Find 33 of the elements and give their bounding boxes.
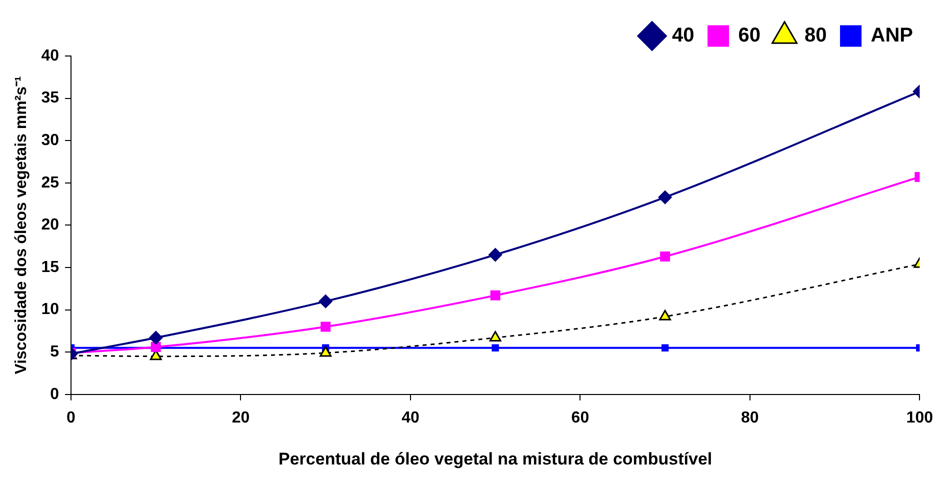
point [318,294,332,308]
point [149,330,163,344]
point [488,248,502,262]
y-tick-label: 25 [41,174,60,192]
x-tick-label: 20 [232,409,250,426]
point [660,252,670,262]
legend-label: 60 [738,24,761,47]
legend-label: 40 [672,24,694,47]
point [492,344,499,352]
y-tick-label: 0 [50,386,60,403]
x-tick-label: 60 [571,409,590,426]
y-tick-label: 40 [41,47,60,64]
x-tick-label: 40 [402,409,420,426]
point [320,346,332,357]
x-axis-title: Percentual de óleo vegetal na mistura de combustível [278,449,712,468]
legend-label: 80 [804,24,827,47]
y-tick-label: 10 [41,301,60,318]
y-tick-label: 15 [41,258,60,276]
y-tick-label: 20 [41,216,60,234]
y-tick-label: 30 [41,132,60,150]
point [661,344,669,352]
x-tick-label: 0 [66,409,76,426]
y-tick-label: 35 [41,90,60,107]
y-tick-label: 5 [50,344,60,361]
x-tick-label: 100 [906,409,934,426]
legend-label: ANP [870,24,914,47]
point [659,310,671,320]
y-axis-title: Viscosidade dos óleos vegetais mm²s⁻¹ [13,76,30,374]
point [658,190,672,204]
x-tick-label: 80 [741,409,759,426]
point [489,330,502,342]
point [320,322,331,332]
point [490,290,500,300]
